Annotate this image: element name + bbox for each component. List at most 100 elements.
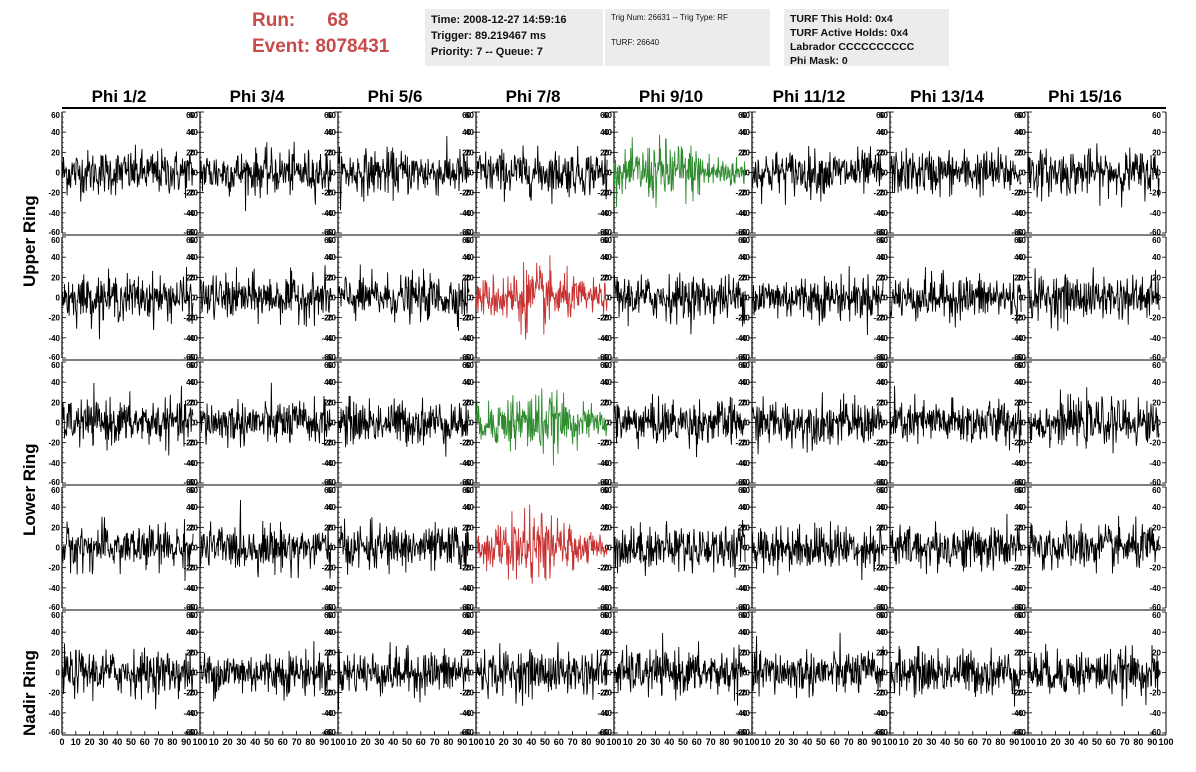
y-tick-label-right: 0 xyxy=(1157,419,1162,428)
y-tick-label: -60 xyxy=(462,228,474,237)
waveform-trace xyxy=(61,266,194,340)
y-tick-label-right: 40 xyxy=(324,503,333,512)
y-tick-label: 20 xyxy=(189,398,198,407)
y-tick-label: -40 xyxy=(876,459,888,468)
x-tick-label: 90 xyxy=(181,737,191,747)
y-tick-label-right: -20 xyxy=(597,689,609,698)
y-tick-label: 0 xyxy=(194,294,199,303)
y-tick-label-right: -60 xyxy=(1149,603,1161,612)
column-header-phi-11-12: Phi 11/12 xyxy=(772,87,846,106)
y-tick-label: 40 xyxy=(879,378,888,387)
y-tick-label: 20 xyxy=(465,523,474,532)
y-tick-label: 40 xyxy=(51,128,60,137)
y-tick-label-right: 40 xyxy=(600,503,609,512)
y-tick-label-right: 0 xyxy=(191,419,196,428)
y-tick-label: 20 xyxy=(603,148,612,157)
y-tick-label-right: -20 xyxy=(1149,439,1161,448)
y-tick-label-right: -40 xyxy=(321,709,333,718)
y-tick-label: -60 xyxy=(462,728,474,737)
y-tick-label: 40 xyxy=(741,128,750,137)
y-tick-label: 60 xyxy=(327,611,336,620)
y-tick-label: -60 xyxy=(1014,228,1026,237)
y-tick-label: -20 xyxy=(462,189,474,198)
y-tick-label-right: -40 xyxy=(321,584,333,593)
y-tick-label-right: 60 xyxy=(600,236,609,245)
y-tick-label: 60 xyxy=(465,611,474,620)
y-tick-label-right: -20 xyxy=(1149,564,1161,573)
y-tick-label: 60 xyxy=(879,361,888,370)
y-tick-label-right: -40 xyxy=(321,209,333,218)
y-tick-label: -40 xyxy=(600,709,612,718)
y-tick-label: 40 xyxy=(603,628,612,637)
y-tick-label: 20 xyxy=(741,273,750,282)
y-tick-label: 40 xyxy=(879,628,888,637)
y-tick-label: 60 xyxy=(741,111,750,120)
waveform-trace xyxy=(1027,387,1160,454)
y-tick-label-right: -20 xyxy=(459,314,471,323)
y-tick-label-right: -20 xyxy=(597,189,609,198)
waveform-panel: -60 -60 -40 -40 -20 -20 0 0 20 20 40 40 60 60 xyxy=(1014,361,1167,487)
waveform-panel: -60 -60 -40 -40 -20 -20 0 0 20 20 40 40 60 60 xyxy=(48,111,201,237)
waveform-trace xyxy=(199,382,332,449)
waveform-trace xyxy=(751,632,884,699)
y-tick-label-right: 60 xyxy=(186,611,195,620)
y-tick-label-right: 20 xyxy=(186,523,195,532)
priority-text: Priority: 7 -- Queue: 7 xyxy=(431,46,543,58)
y-tick-label-right: 40 xyxy=(1152,628,1161,637)
x-tick-label: 90 xyxy=(733,737,743,747)
y-tick-label: 20 xyxy=(879,648,888,657)
x-tick-label: 90 xyxy=(595,737,605,747)
y-tick-label: -20 xyxy=(876,564,888,573)
x-tick-label: 40 xyxy=(526,737,536,747)
phi-mask-text: Phi Mask: 0 xyxy=(790,55,848,67)
y-tick-label-right: -40 xyxy=(735,334,747,343)
y-tick-label-right: 0 xyxy=(743,669,748,678)
y-tick-label: -60 xyxy=(48,728,60,737)
waveform-trace xyxy=(475,504,608,584)
y-tick-label-right: 20 xyxy=(876,523,885,532)
y-tick-label-right: -60 xyxy=(873,228,885,237)
y-tick-label: 20 xyxy=(741,523,750,532)
y-tick-label-right: -60 xyxy=(735,728,747,737)
y-tick-label: -20 xyxy=(876,314,888,323)
y-tick-label: 20 xyxy=(51,523,60,532)
y-tick-label-right: -40 xyxy=(459,459,471,468)
y-tick-label: 60 xyxy=(879,486,888,495)
y-tick-label: 60 xyxy=(189,486,198,495)
y-tick-label: -60 xyxy=(186,353,198,362)
waveform-panel: -60 -60 -40 -40 -20 -20 0 0 20 20 40 40 60 60 xyxy=(738,486,891,612)
x-tick-label: 30 xyxy=(788,737,798,747)
y-tick-label-right: -40 xyxy=(183,459,195,468)
y-tick-label-right: 0 xyxy=(191,294,196,303)
y-tick-label-right: -40 xyxy=(1011,209,1023,218)
y-tick-label-right: -40 xyxy=(1011,459,1023,468)
y-tick-label: 40 xyxy=(879,503,888,512)
y-tick-label: 40 xyxy=(465,253,474,262)
y-tick-label: 40 xyxy=(189,378,198,387)
y-tick-label: -40 xyxy=(462,584,474,593)
y-tick-label-right: 20 xyxy=(876,648,885,657)
y-tick-label: -20 xyxy=(324,189,336,198)
y-tick-label: -20 xyxy=(738,314,750,323)
y-tick-label-right: 40 xyxy=(738,378,747,387)
y-tick-label-right: 60 xyxy=(1152,486,1161,495)
x-tick-label: 60 xyxy=(554,737,564,747)
y-tick-label-right: 20 xyxy=(738,148,747,157)
y-tick-label-right: 60 xyxy=(1152,361,1161,370)
x-tick-label: 30 xyxy=(236,737,246,747)
x-tick-label: 20 xyxy=(85,737,95,747)
waveform-panel: -60 -60 -40 -40 -20 -20 0 0 20 20 40 40 60 60 xyxy=(600,486,753,612)
y-tick-label-right: 60 xyxy=(1014,361,1023,370)
y-tick-label: -60 xyxy=(600,478,612,487)
y-tick-label-right: -40 xyxy=(597,209,609,218)
x-tick-label: 80 xyxy=(443,737,453,747)
y-tick-label-right: 20 xyxy=(600,523,609,532)
y-tick-label: 40 xyxy=(189,128,198,137)
y-tick-label-right: -60 xyxy=(459,603,471,612)
y-tick-label-right: -60 xyxy=(1149,728,1161,737)
waveform-trace xyxy=(889,645,1022,707)
y-tick-label: -60 xyxy=(600,228,612,237)
y-tick-label-right: -60 xyxy=(873,353,885,362)
y-tick-label: 40 xyxy=(51,628,60,637)
waveform-trace xyxy=(337,642,470,711)
